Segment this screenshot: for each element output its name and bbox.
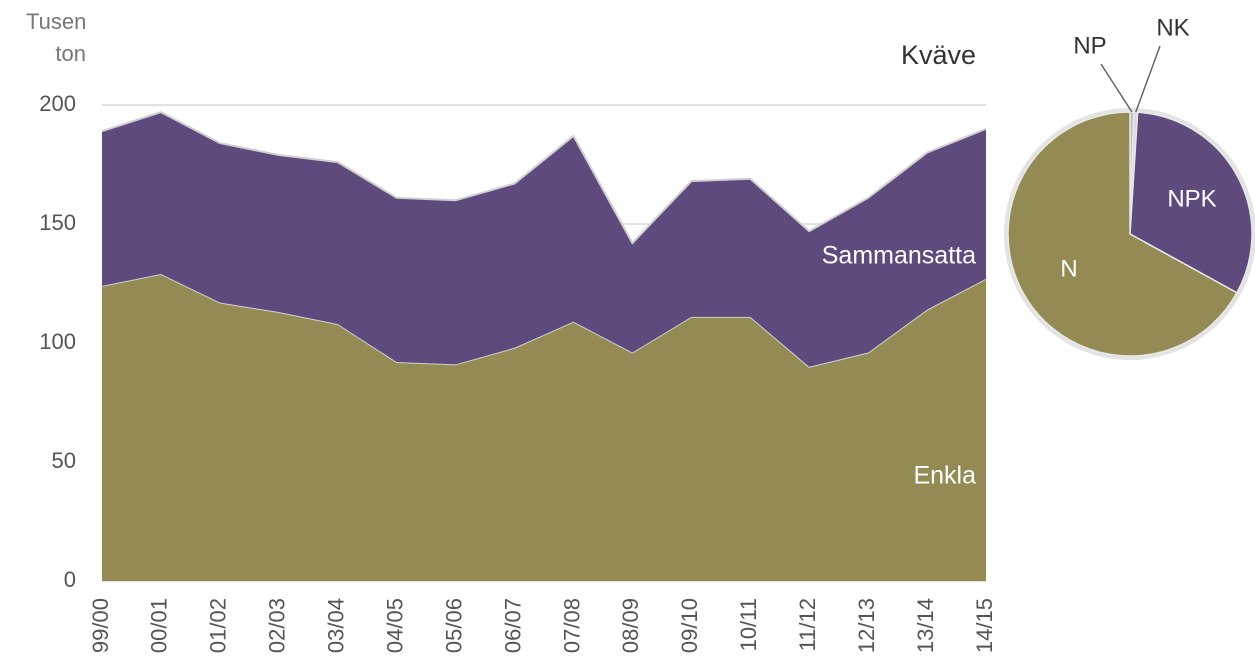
x-tick-label: 02/03	[265, 598, 290, 653]
area	[102, 112, 986, 367]
x-tick-label: 13/14	[913, 598, 938, 653]
pie-label: NPK	[1167, 185, 1216, 212]
x-tick-label: 09/10	[677, 598, 702, 653]
area	[102, 273, 986, 581]
y-tick-label: 100	[39, 329, 76, 354]
series-label: Enkla	[913, 462, 976, 490]
chart-title: Kväve	[901, 40, 976, 70]
y-tick-label: 200	[39, 91, 76, 116]
y-tick-label: 50	[52, 448, 76, 473]
leader-line	[1100, 63, 1133, 113]
y-tick-label: 150	[39, 210, 76, 235]
x-tick-label: 11/12	[795, 598, 820, 651]
y-tick-label: 0	[64, 567, 76, 592]
pie-slice	[1129, 111, 1253, 294]
leader-line	[1135, 45, 1161, 113]
x-tick-label: 00/01	[147, 598, 172, 653]
y-axis-label: Tusen ton	[26, 9, 87, 66]
x-tick-label: 05/06	[441, 598, 466, 653]
pie-slice	[1007, 111, 1238, 357]
x-tick-label: 99/00	[88, 598, 113, 653]
x-tick-label: 03/04	[324, 598, 349, 653]
x-tick-label: 14/15	[972, 598, 997, 653]
x-tick-label: 12/13	[854, 598, 879, 653]
y-axis-label-box: Tusen ton	[0, 6, 86, 70]
area-edge	[101, 111, 987, 245]
x-tick-label: 07/08	[559, 598, 584, 653]
series-label: Sammansatta	[822, 242, 976, 270]
x-tick-label: 08/09	[618, 598, 643, 653]
x-tick-label: 04/05	[382, 598, 407, 653]
pie-label: NK	[1156, 14, 1189, 41]
x-tick-label: 06/07	[500, 598, 525, 653]
x-tick-label: 01/02	[206, 598, 231, 653]
x-tick-label: 10/11	[736, 598, 761, 651]
pie-label: NP	[1073, 32, 1106, 59]
pie-label: N	[1060, 255, 1077, 282]
